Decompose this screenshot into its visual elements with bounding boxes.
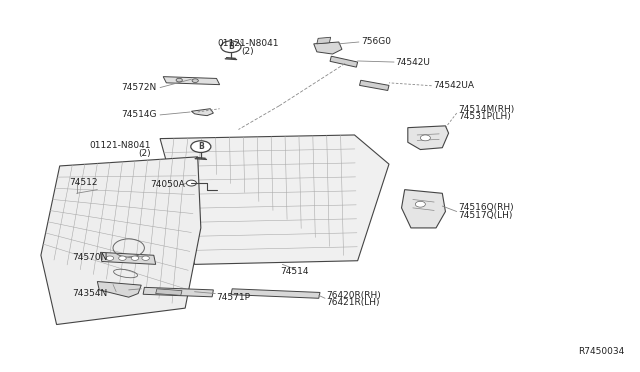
Circle shape [142, 256, 149, 260]
Text: B: B [198, 142, 204, 151]
Text: (2): (2) [241, 46, 254, 55]
Circle shape [176, 78, 182, 82]
Text: 74542U: 74542U [396, 58, 430, 67]
Polygon shape [330, 56, 358, 67]
Circle shape [221, 41, 241, 52]
Polygon shape [97, 282, 141, 297]
Text: 01121-N8041: 01121-N8041 [217, 39, 278, 48]
Polygon shape [231, 289, 320, 298]
Text: 74572N: 74572N [122, 83, 157, 92]
Polygon shape [100, 252, 156, 264]
Circle shape [191, 141, 211, 153]
Circle shape [415, 201, 426, 207]
Text: 74542UA: 74542UA [433, 81, 474, 90]
Polygon shape [314, 42, 342, 54]
Polygon shape [317, 37, 331, 44]
Circle shape [106, 256, 114, 260]
Circle shape [118, 256, 126, 260]
Text: 756G0: 756G0 [361, 38, 391, 46]
Text: 74354N: 74354N [72, 289, 108, 298]
Text: 74050A: 74050A [150, 180, 186, 189]
Text: 74531P(LH): 74531P(LH) [458, 112, 511, 121]
Polygon shape [41, 157, 201, 324]
Text: 74571P: 74571P [216, 293, 250, 302]
Text: 74516Q(RH): 74516Q(RH) [458, 203, 514, 212]
Circle shape [420, 135, 430, 141]
Text: 74570N: 74570N [72, 253, 108, 262]
Text: (2): (2) [138, 149, 150, 158]
Text: R7450034: R7450034 [578, 347, 624, 356]
Polygon shape [160, 135, 389, 264]
Circle shape [131, 256, 139, 260]
Text: 76420R(RH): 76420R(RH) [326, 291, 381, 300]
Circle shape [186, 180, 196, 186]
Polygon shape [408, 126, 449, 150]
Polygon shape [143, 287, 213, 297]
Text: B: B [228, 42, 234, 51]
Text: 74514G: 74514G [122, 110, 157, 119]
Polygon shape [156, 289, 182, 295]
Text: 74517Q(LH): 74517Q(LH) [458, 211, 513, 219]
Circle shape [192, 79, 198, 83]
Text: 01121-N8041: 01121-N8041 [89, 141, 150, 150]
Text: 76421R(LH): 76421R(LH) [326, 298, 380, 307]
Text: 74512: 74512 [69, 178, 98, 187]
Text: 74514: 74514 [281, 267, 309, 276]
Polygon shape [163, 77, 220, 85]
Polygon shape [360, 80, 389, 90]
Text: 74514M(RH): 74514M(RH) [458, 105, 514, 114]
Polygon shape [401, 190, 445, 228]
Polygon shape [191, 109, 213, 116]
